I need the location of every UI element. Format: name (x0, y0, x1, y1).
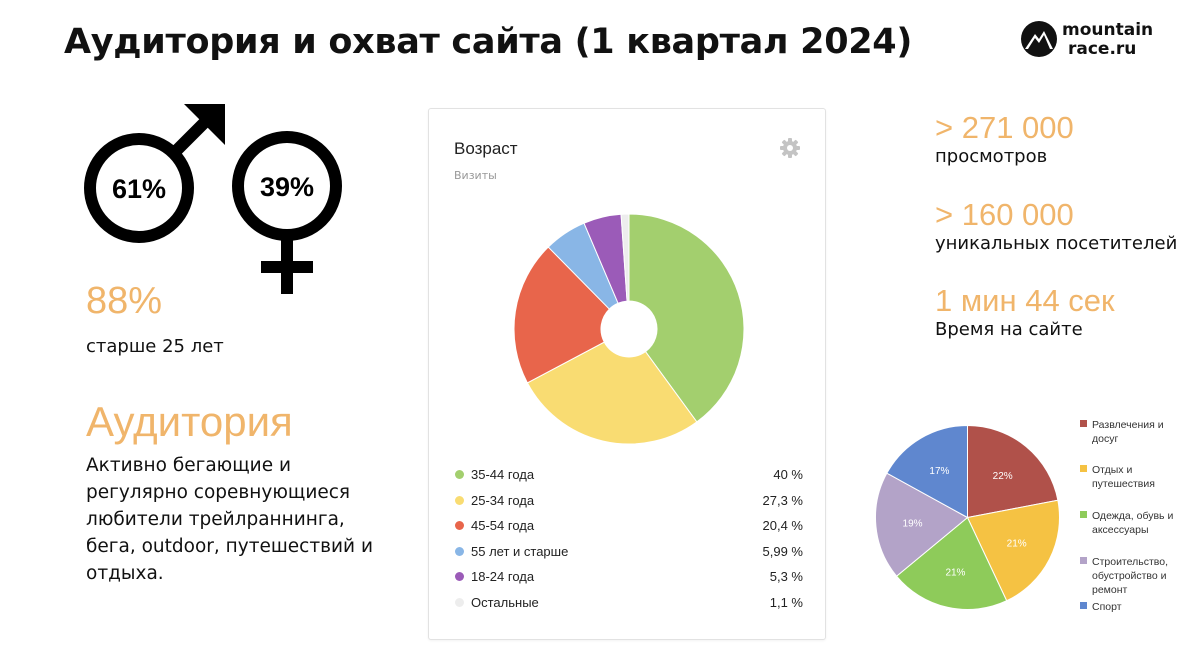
interest-slice-развлечения-и-досуг[interactable] (967, 424, 1059, 519)
interest-slice-label: 19% (903, 519, 923, 530)
legend-label: 25-34 года (471, 492, 535, 508)
legend-label: 45-54 года (471, 518, 535, 533)
age-slice-остальные[interactable] (620, 213, 630, 302)
legend-value: 20,4 % (762, 518, 803, 533)
legend-color-dot (455, 521, 464, 530)
legend-value: 1,1 % (769, 594, 803, 610)
interest-slice-label: 21% (945, 567, 965, 578)
stat-time-caption: Время на сайте (935, 319, 1083, 340)
female-symbol-icon: 39% (232, 131, 342, 294)
age-chart-card: Возраст Визиты 35-44 года 40 % 25-34 года 2… (428, 108, 826, 640)
age-share-caption: старше 25 лет (86, 336, 224, 357)
legend-label: 55 лет и старше (471, 543, 569, 559)
legend-color-dot (455, 495, 464, 505)
interests-pie-chart: 22% 21% 21% 19% 17% (875, 424, 1060, 610)
legend-item-25-34-года[interactable]: 25-34 года 27,3 % (451, 491, 803, 513)
legend-color-square (1080, 557, 1087, 564)
logo-text: mountain race.ru (1062, 21, 1153, 59)
legend-label: Отдых и путешествия (1092, 464, 1155, 490)
stat-views: > 271 000 просмотров (935, 110, 1074, 167)
legend-label: Остальные (471, 594, 539, 610)
legend-item-остальные[interactable]: Остальные 1,1 % (451, 593, 803, 615)
legend-value: 27,3 % (762, 492, 803, 508)
male-symbol-icon: 61% (84, 104, 225, 243)
stat-unique-value: > 160 000 (935, 197, 1074, 232)
interest-slice-label: 21% (1007, 539, 1027, 550)
legend-color-square (1080, 602, 1087, 609)
interest-slice-спорт[interactable] (886, 424, 968, 519)
legend-color-dot (455, 572, 464, 581)
male-percent: 61% (112, 174, 166, 204)
legend-label: 35-44 года (471, 467, 535, 482)
interest-slice-отдых-и-путешествия[interactable] (966, 499, 1060, 602)
legend-item-35-44-года[interactable]: 35-44 года 40 % (451, 465, 803, 487)
legend-item-18-24-года[interactable]: 18-24 года 5,3 % (451, 567, 803, 589)
gender-split: 61% 39% (84, 104, 342, 294)
legend-item-55-лет-и-старше[interactable]: 55 лет и старше 5,99 % (451, 542, 803, 564)
interest-slice-строительство-обустройство-и-ремонт[interactable] (875, 472, 969, 577)
interest-slice-одежда-обувь-и-аксессуары[interactable] (895, 516, 1008, 610)
stat-time-value: 1 мин 44 сек (935, 283, 1115, 318)
stat-views-value: > 271 000 (935, 110, 1074, 145)
age-slice-35-44-года[interactable] (628, 213, 745, 423)
legend-value: 40 % (773, 467, 803, 482)
age-donut-chart (513, 213, 745, 445)
mountain-logo-icon (1021, 21, 1057, 57)
legend-color-square (1080, 465, 1087, 472)
legend-color-square (1080, 420, 1087, 427)
interest-slice-label: 22% (993, 471, 1013, 482)
audience-description: Активно бегающие и регулярно соревнующие… (86, 455, 373, 584)
page-title: Аудитория и охват сайта (1 квартал 2024) (64, 22, 913, 62)
age-slice-45-54-года[interactable] (513, 246, 611, 384)
legend-value: 5,99 % (762, 543, 803, 559)
stat-time: 1 мин 44 сек Время на сайте (935, 283, 1115, 340)
age-slice-25-34-года[interactable] (526, 341, 698, 445)
logo-text-line2: race.ru (1068, 39, 1137, 59)
legend-color-dot (455, 546, 464, 556)
legend-value: 5,3 % (769, 569, 803, 584)
age-chart-subtitle: Визиты (454, 169, 497, 182)
audience-heading: Аудитория (86, 398, 293, 445)
stat-unique: > 160 000 уникальных посетителей (935, 197, 1177, 254)
legend-label: 18-24 года (471, 569, 535, 584)
age-share-value: 88% (86, 280, 163, 322)
stat-unique-caption: уникальных посетителей (935, 233, 1178, 254)
interest-slice-label: 17% (929, 466, 949, 477)
legend-item-45-54-года[interactable]: 45-54 года 20,4 % (451, 516, 803, 538)
logo-text-line1: mountain (1062, 20, 1154, 40)
stat-views-caption: просмотров (935, 146, 1048, 167)
age-chart-title: Возраст (454, 139, 518, 158)
legend-label: Строительство, обустройство и ремонт (1092, 556, 1168, 596)
legend-color-dot (455, 470, 464, 479)
logo[interactable]: mountain race.ru (1020, 18, 1180, 62)
legend-color-square (1080, 511, 1087, 518)
female-percent: 39% (260, 172, 314, 202)
legend-label: Развлечения и досуг (1092, 419, 1164, 445)
legend-label: Спорт (1092, 601, 1122, 613)
legend-color-dot (455, 597, 464, 607)
legend-label: Одежда, обувь и аксессуары (1092, 510, 1174, 536)
gear-icon[interactable] (779, 137, 801, 159)
